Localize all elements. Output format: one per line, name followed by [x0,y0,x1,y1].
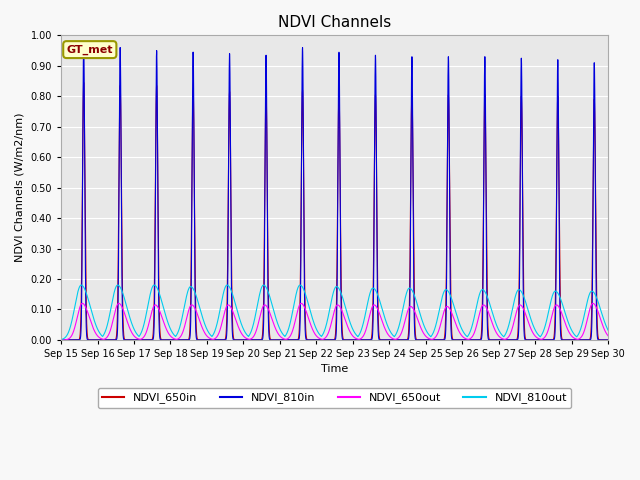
Line: NDVI_650in: NDVI_650in [61,83,608,340]
NDVI_810in [174,337,182,343]
NDVI_810in [604,337,612,343]
Y-axis label: NDVI Channels (W/m2/nm): NDVI Channels (W/m2/nm) [15,113,25,263]
NDVI_810out [410,292,418,298]
NDVI_650in [57,337,65,343]
NDVI_810out [604,327,612,333]
NDVI_810out [174,329,182,335]
NDVI_810out [262,284,270,290]
NDVI_650in [168,337,176,343]
NDVI_810in [262,54,270,60]
NDVI_650out [168,335,176,341]
NDVI_810out [57,336,65,342]
Line: NDVI_810in: NDVI_810in [61,45,608,340]
Legend: NDVI_650in, NDVI_810in, NDVI_650out, NDVI_810out: NDVI_650in, NDVI_810in, NDVI_650out, NDV… [98,388,572,408]
NDVI_650out [57,337,65,343]
NDVI_810in [488,337,495,343]
NDVI_810out [488,308,495,313]
NDVI_650out [410,307,418,313]
NDVI_810in [80,42,88,48]
Line: NDVI_810out: NDVI_810out [61,285,608,339]
NDVI_810in [410,307,418,312]
NDVI_810out [602,324,610,329]
NDVI_650out [78,300,86,306]
NDVI_650in [174,337,182,343]
NDVI_650out [174,336,182,342]
NDVI_810in [57,337,65,343]
NDVI_650out [488,319,495,324]
NDVI_650in [604,337,612,343]
NDVI_810out [77,282,85,288]
NDVI_650out [602,330,610,336]
NDVI_650in [488,337,495,343]
NDVI_810in [602,337,610,343]
Line: NDVI_650out: NDVI_650out [61,303,608,340]
NDVI_650out [604,333,612,339]
NDVI_810out [168,330,176,336]
NDVI_650out [262,302,270,308]
NDVI_810in [168,337,176,343]
NDVI_650in [602,337,610,343]
NDVI_650in [410,278,418,284]
NDVI_650in [80,80,88,85]
X-axis label: Time: Time [321,364,348,374]
NDVI_650in [262,93,270,99]
Title: NDVI Channels: NDVI Channels [278,15,391,30]
Text: GT_met: GT_met [67,45,113,55]
